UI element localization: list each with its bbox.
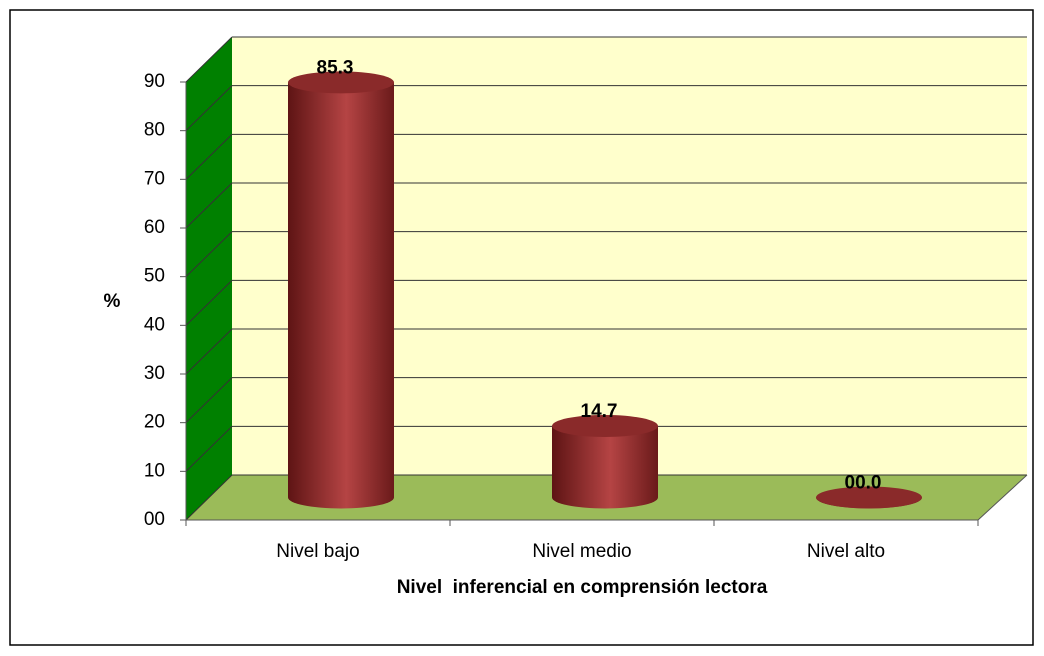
back-wall (232, 37, 1027, 475)
side-grid-line (185, 36, 233, 83)
y-tick-label: 40 (144, 314, 165, 335)
x-tick-label: Nivel medio (532, 541, 631, 562)
side-grid-line (185, 85, 233, 132)
side-grid-line (185, 377, 233, 424)
side-grid-line (185, 182, 233, 229)
cylinder-top (552, 414, 658, 437)
y-axis-label: % (104, 291, 121, 312)
cylinder-top (288, 71, 394, 94)
x-axis-label: Nivel inferencial en comprensión lectora (397, 577, 768, 598)
value-label: 14.7 (581, 401, 618, 422)
cylinder (552, 425, 658, 509)
x-tick-label: Nivel bajo (276, 541, 359, 562)
y-tick-label: 20 (144, 412, 165, 433)
y-tick-label: 10 (144, 460, 165, 481)
side-grid-line (185, 328, 233, 375)
y-tick-label: 60 (144, 217, 165, 238)
side-grid-line (185, 474, 233, 521)
y-tick-label: 80 (144, 120, 165, 141)
side-grid-line (185, 425, 233, 472)
value-label: 85.3 (317, 57, 354, 78)
cylinder (288, 82, 394, 509)
cylinder-top (816, 486, 922, 509)
side-wall (186, 37, 232, 520)
side-grid-line (185, 231, 233, 278)
y-tick-label: 70 (144, 168, 165, 189)
floor-edge (977, 474, 1028, 521)
side-grid-line (185, 133, 233, 180)
y-tick-label: 00 (144, 509, 165, 530)
side-grid-line (185, 279, 233, 326)
y-tick-label: 50 (144, 266, 165, 287)
value-label: 00.0 (845, 473, 882, 494)
y-tick-label: 90 (144, 71, 165, 92)
x-tick-label: Nivel alto (807, 541, 885, 562)
y-tick-label: 30 (144, 363, 165, 384)
